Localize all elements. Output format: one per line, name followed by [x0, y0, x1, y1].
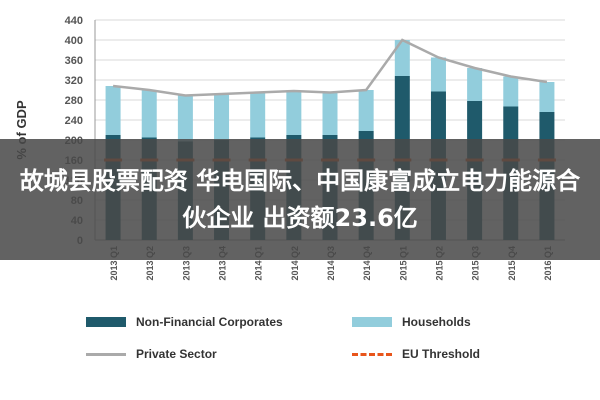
- y-tick-label: 280: [65, 95, 83, 107]
- overlay-line-2: 伙企业 出资额23.6亿: [182, 203, 418, 232]
- legend-swatch-threshold: [352, 352, 392, 356]
- bar-households: [467, 68, 483, 101]
- y-tick-label: 360: [65, 55, 83, 67]
- bar-households: [358, 90, 374, 131]
- y-tick-label: 440: [65, 15, 83, 27]
- overlay-line-1: 故城县股票配资 华电国际、中国康富成立电力能源合: [19, 166, 581, 195]
- x-tick-label: 2015 Q2: [434, 246, 444, 281]
- legend-label-corporates: Non-Financial Corporates: [136, 315, 283, 329]
- x-tick-label: 2014 Q1: [254, 246, 264, 281]
- legend-swatch-households: [352, 317, 392, 327]
- x-tick-label: 2013 Q3: [181, 246, 191, 281]
- legend-item-threshold: EU Threshold: [352, 347, 480, 361]
- legend-item-corporates: Non-Financial Corporates: [86, 315, 283, 329]
- bar-households: [539, 82, 555, 112]
- y-tick-label: 240: [65, 115, 83, 127]
- legend-item-households: Households: [352, 315, 471, 329]
- legend-label-threshold: EU Threshold: [402, 347, 481, 361]
- legend-swatch-corporates: [86, 317, 126, 327]
- bar-households: [394, 40, 410, 76]
- x-tick-label: 2014 Q4: [362, 246, 372, 281]
- x-tick-label: 2013 Q2: [145, 246, 155, 281]
- x-tick-label: 2015 Q3: [471, 246, 481, 281]
- x-tick-label: 2016 Q1: [543, 246, 553, 281]
- bar-households: [286, 91, 302, 135]
- bar-households: [503, 76, 519, 107]
- overlay-banner: 故城县股票配资 华电国际、中国康富成立电力能源合 伙企业 出资额23.6亿: [0, 139, 600, 260]
- bar-households: [141, 90, 157, 138]
- legend-item-private: Private Sector: [86, 347, 217, 361]
- bar-households: [322, 92, 338, 135]
- bar-households: [214, 94, 230, 140]
- x-tick-label: 2015 Q4: [507, 246, 517, 281]
- line-private-sector: [112, 38, 548, 97]
- legend-label-private: Private Sector: [136, 347, 217, 361]
- y-tick-label: 320: [65, 75, 83, 87]
- bar-households: [250, 92, 266, 138]
- bar-households: [177, 95, 193, 142]
- legend-swatch-private: [86, 352, 126, 356]
- x-tick-label: 2013 Q4: [218, 246, 228, 281]
- x-tick-label: 2014 Q2: [290, 246, 300, 281]
- x-tick-label: 2013 Q1: [109, 246, 119, 281]
- bar-households: [105, 86, 121, 135]
- x-tick-label: 2015 Q1: [398, 246, 408, 281]
- bar-households: [430, 57, 446, 92]
- y-tick-label: 400: [65, 35, 83, 47]
- legend-label-households: Households: [402, 315, 471, 329]
- x-tick-label: 2014 Q3: [326, 246, 336, 281]
